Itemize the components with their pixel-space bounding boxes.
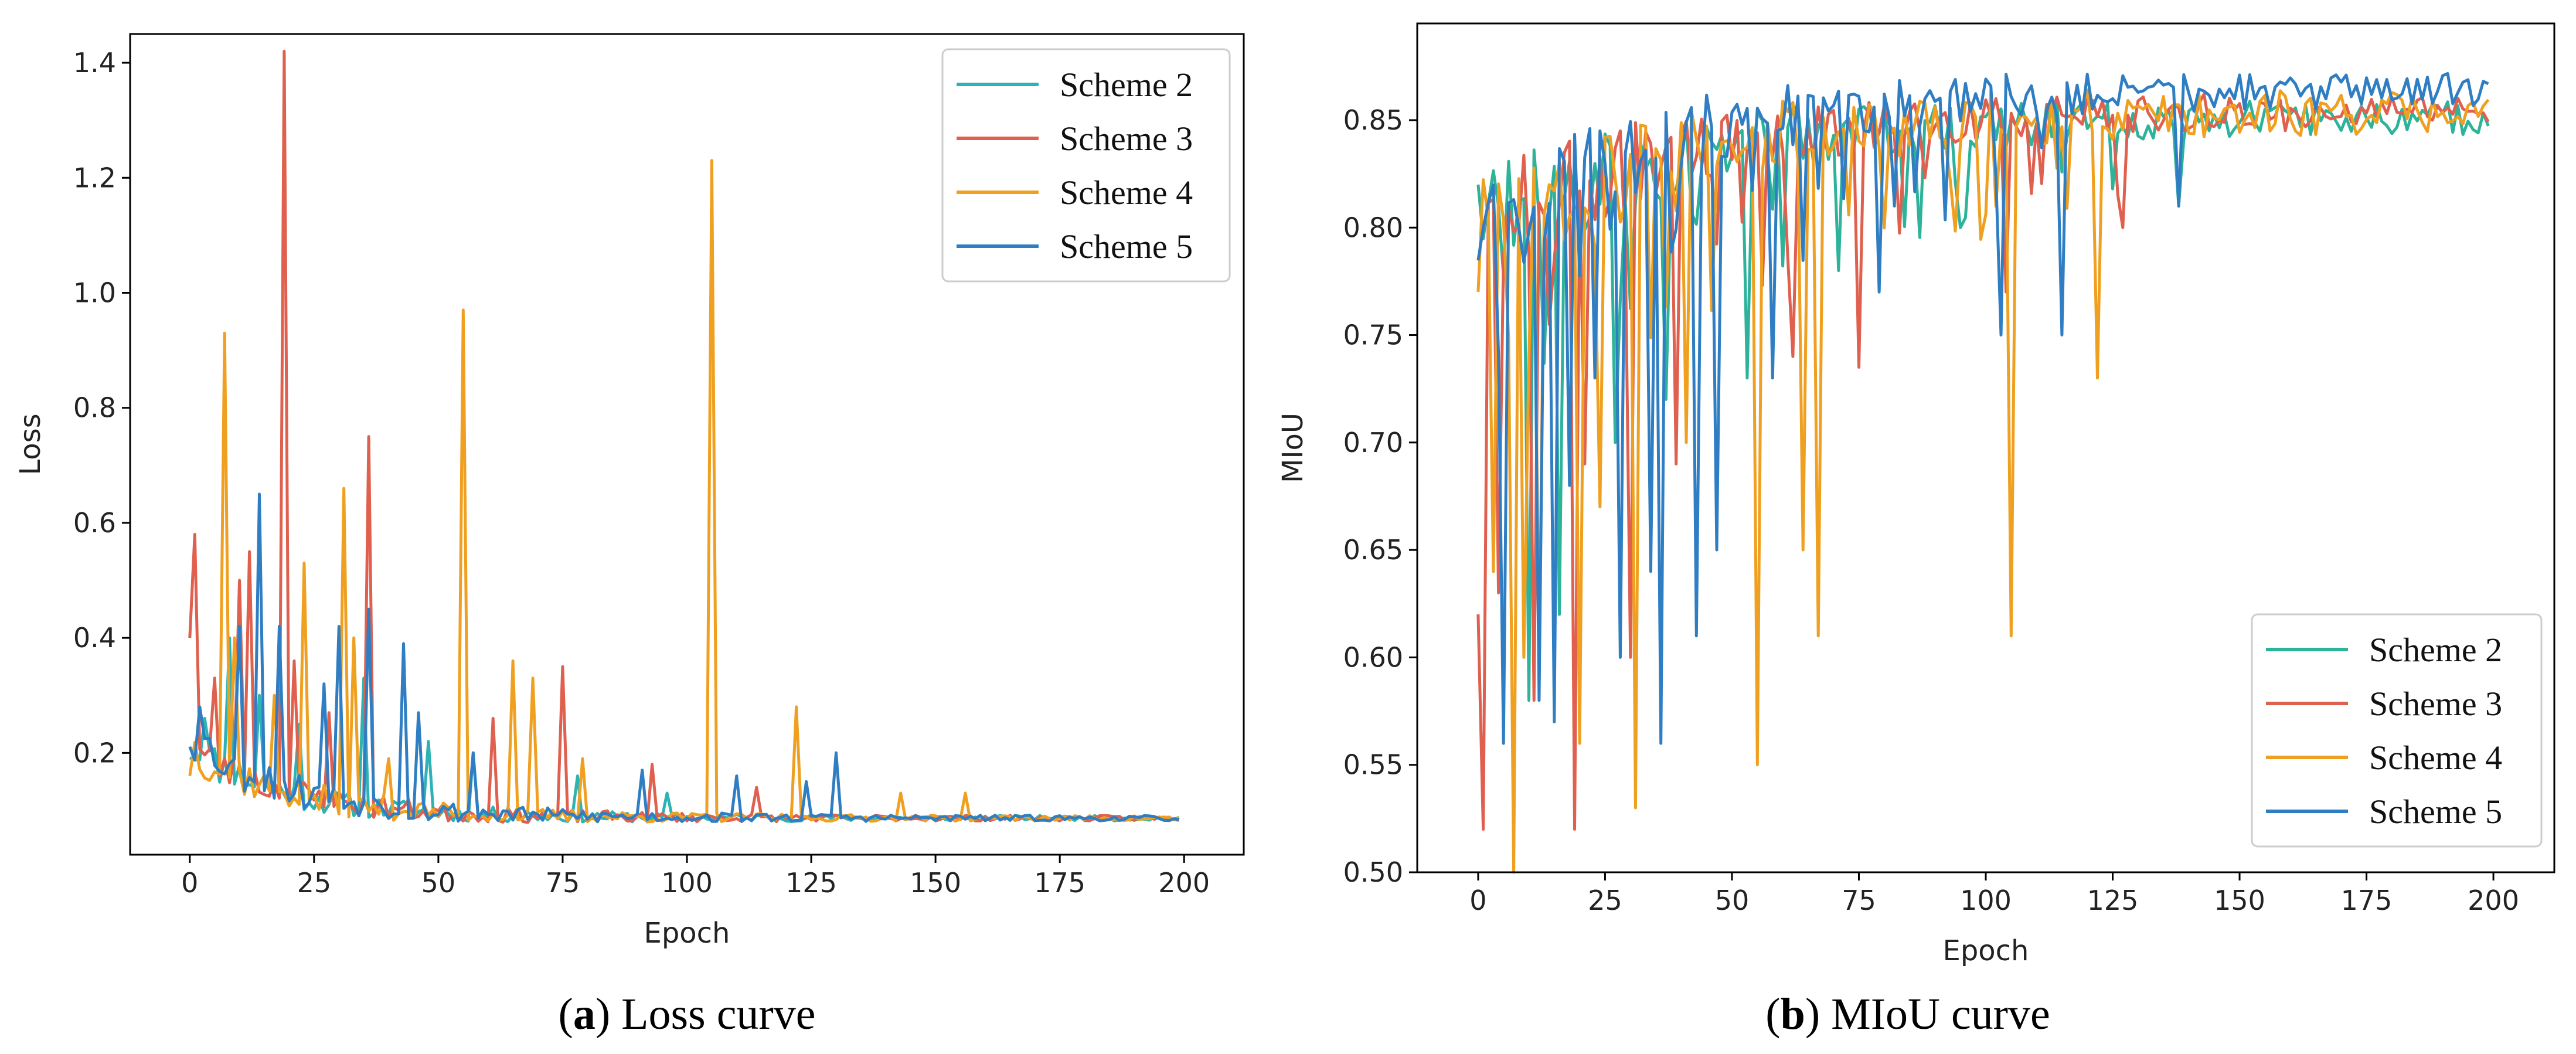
miou-chart: 0 25 50 75 100 125 150 175 200 0.50 0.55 0.60 0.65 0.… xyxy=(1277,22,2555,967)
y-tick-label: 0.75 xyxy=(1343,319,1403,351)
x-tick-label: 175 xyxy=(1034,867,1085,899)
legend-label: Scheme 5 xyxy=(2369,793,2502,831)
x-tick-label: 100 xyxy=(1960,885,2012,916)
loss-legend: Scheme 2 Scheme 3 Scheme 4 Scheme 5 xyxy=(941,48,1231,283)
legend-label: Scheme 3 xyxy=(2369,685,2502,723)
y-tick-label: 0.85 xyxy=(1343,104,1403,136)
x-tick-label: 200 xyxy=(2468,885,2519,916)
legend-label: Scheme 4 xyxy=(2369,739,2502,777)
x-tick-label: 75 xyxy=(546,867,580,899)
loss-series-group xyxy=(188,49,1180,824)
legend-label: Scheme 2 xyxy=(1060,66,1193,104)
y-tick-label: 0.50 xyxy=(1343,856,1403,888)
x-tick-label: 25 xyxy=(297,867,332,899)
y-tick-label: 0.2 xyxy=(73,737,116,769)
y-tick-label: 0.55 xyxy=(1343,749,1403,781)
loss-axis-ticks: 0 25 50 75 100 125 150 175 200 0.2 0.4 0.6 0.8 1.0 1.2… xyxy=(73,47,1210,899)
x-tick-label: 125 xyxy=(785,867,837,899)
x-tick-label: 200 xyxy=(1158,867,1210,899)
loss-chart: 0 25 50 75 100 125 150 175 200 0.2 0.4 0.6 0.8 1.0 1.2… xyxy=(14,33,1245,950)
y-tick-label: 0.6 xyxy=(73,507,116,539)
y-tick-label: 0.8 xyxy=(73,392,116,424)
legend-label: Scheme 4 xyxy=(1060,174,1193,212)
y-tick-label: 1.0 xyxy=(73,277,116,308)
miou-legend: Scheme 2 Scheme 3 Scheme 4 Scheme 5 xyxy=(2251,613,2543,848)
loss-y-axis-title: Loss xyxy=(14,413,47,475)
miou-caption-letter: b xyxy=(1781,990,1805,1039)
series-line-scheme-5 xyxy=(188,492,1180,824)
legend-frame xyxy=(941,48,1231,283)
legend-label: Scheme 5 xyxy=(1060,227,1193,266)
y-tick-label: 0.65 xyxy=(1343,534,1403,566)
x-tick-label: 150 xyxy=(910,867,961,899)
x-tick-label: 25 xyxy=(1588,885,1622,916)
miou-x-axis-title: Epoch xyxy=(1943,934,2029,967)
x-tick-label: 175 xyxy=(2341,885,2393,916)
y-tick-label: 0.80 xyxy=(1343,212,1403,243)
miou-series-group xyxy=(1476,72,2490,874)
series-line-scheme-4 xyxy=(188,159,1180,824)
loss-caption-text: Loss curve xyxy=(621,990,815,1039)
x-tick-label: 0 xyxy=(181,867,198,899)
legend-label: Scheme 2 xyxy=(2369,631,2502,669)
legend-label: Scheme 3 xyxy=(1060,120,1193,158)
series-line-scheme-5 xyxy=(1476,72,2489,745)
legend-frame xyxy=(2251,613,2543,848)
y-tick-label: 0.60 xyxy=(1343,641,1403,673)
miou-axis-ticks: 0 25 50 75 100 125 150 175 200 0.50 0.55 0.60 0.65 0.… xyxy=(1343,104,2519,916)
x-tick-label: 50 xyxy=(1715,885,1750,916)
x-tick-label: 50 xyxy=(421,867,456,899)
x-tick-label: 150 xyxy=(2214,885,2265,916)
loss-caption: (a) Loss curve xyxy=(559,990,816,1039)
x-tick-label: 75 xyxy=(1842,885,1876,916)
x-tick-label: 0 xyxy=(1469,885,1486,916)
y-tick-label: 1.4 xyxy=(73,47,116,79)
loss-x-axis-title: Epoch xyxy=(644,917,730,950)
miou-caption: (b) MIoU curve xyxy=(1765,990,2050,1039)
miou-y-axis-title: MIoU xyxy=(1277,413,1309,483)
miou-caption-text: MIoU curve xyxy=(1831,990,2050,1039)
x-tick-label: 125 xyxy=(2087,885,2139,916)
loss-caption-letter: a xyxy=(573,990,595,1039)
y-tick-label: 0.70 xyxy=(1343,427,1403,458)
x-tick-label: 100 xyxy=(661,867,713,899)
y-tick-label: 0.4 xyxy=(73,622,116,654)
y-tick-label: 1.2 xyxy=(73,162,116,193)
